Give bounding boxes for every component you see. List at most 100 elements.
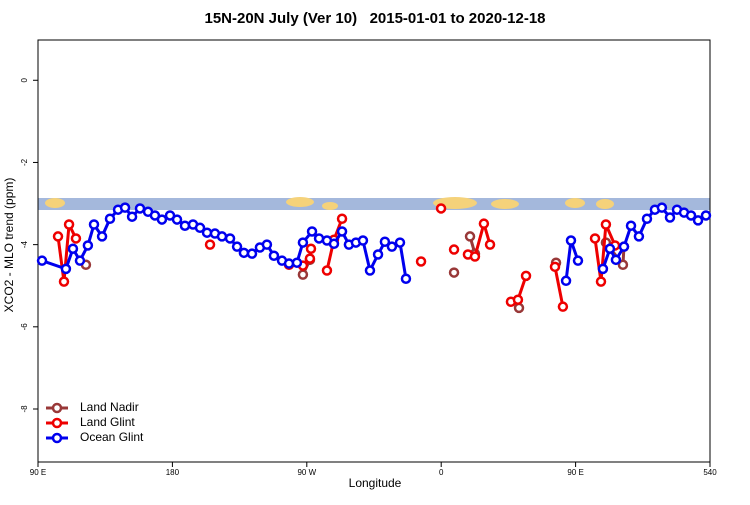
data-point	[156, 214, 168, 225]
data-point	[435, 203, 447, 214]
data-point	[618, 241, 630, 252]
legend-label: Land Nadir	[80, 400, 139, 414]
data-point	[448, 267, 460, 278]
data-point	[52, 231, 64, 242]
data-point	[357, 235, 369, 246]
data-point	[394, 237, 406, 248]
data-point	[216, 231, 228, 242]
data-point	[364, 265, 376, 276]
data-point	[297, 269, 309, 280]
data-point	[70, 233, 82, 244]
data-point	[134, 203, 146, 214]
data-point	[400, 273, 412, 284]
data-point	[469, 251, 481, 262]
data-point	[589, 233, 601, 244]
data-point	[82, 240, 94, 251]
data-point	[60, 263, 72, 275]
data-point	[58, 276, 70, 287]
data-point	[179, 220, 191, 231]
y-tick-label: -4	[20, 241, 29, 249]
data-point	[641, 213, 653, 224]
data-point	[692, 215, 704, 226]
data-point	[328, 238, 340, 250]
data-point	[513, 302, 525, 314]
data-point	[321, 265, 333, 276]
data-point	[549, 261, 561, 273]
data-point	[171, 214, 183, 225]
data-point	[617, 259, 629, 271]
data-point	[415, 256, 427, 267]
data-point	[572, 255, 584, 266]
data-point	[664, 212, 676, 223]
data-point	[372, 249, 384, 260]
y-tick-label: -6	[20, 323, 29, 331]
legend-label: Ocean Glint	[80, 430, 144, 444]
legend-marker	[51, 402, 63, 414]
y-axis-label: XCO2 - MLO trend (ppm)	[2, 178, 16, 313]
data-point	[700, 210, 712, 221]
x-tick-label: 90 W	[297, 468, 316, 477]
x-axis-label: Longitude	[349, 476, 402, 490]
data-point	[304, 253, 316, 264]
data-point	[597, 263, 609, 275]
x-tick-label: 90 E	[30, 468, 46, 477]
x-tick-label: 0	[439, 468, 444, 477]
data-point	[194, 222, 206, 234]
data-point	[478, 218, 490, 229]
data-point	[297, 237, 309, 248]
data-point	[238, 247, 250, 259]
data-point	[126, 211, 138, 222]
data-point	[231, 241, 243, 252]
data-point	[633, 231, 645, 242]
data-point	[464, 231, 476, 242]
legend-marker	[51, 432, 63, 444]
data-point	[306, 226, 318, 237]
data-point	[336, 213, 348, 224]
data-point	[204, 239, 216, 250]
data-point	[604, 243, 616, 254]
data-point	[625, 220, 637, 231]
data-point	[565, 235, 577, 246]
data-point	[88, 219, 100, 230]
data-point	[63, 219, 75, 230]
data-point	[104, 213, 116, 224]
plot-frame	[37, 39, 711, 463]
data-point	[224, 233, 236, 244]
data-point	[261, 239, 273, 250]
y-tick-label: -8	[20, 405, 29, 413]
data-point	[379, 236, 391, 248]
x-tick-label: 540	[703, 468, 717, 477]
data-point	[610, 254, 622, 266]
data-point	[600, 219, 612, 230]
series-line	[56, 218, 617, 307]
data-point	[520, 270, 532, 282]
data-point	[685, 210, 697, 221]
data-point	[336, 226, 348, 237]
chart-title: 15N-20N July (Ver 10) 2015-01-01 to 2020…	[204, 10, 545, 27]
data-point	[448, 244, 460, 255]
data-point	[291, 257, 303, 268]
data-point	[36, 255, 48, 266]
legend-marker	[51, 417, 63, 429]
data-point	[656, 202, 668, 213]
data-point	[557, 301, 569, 312]
data-point	[246, 248, 258, 259]
data-point	[67, 243, 79, 254]
data-point	[305, 243, 317, 254]
x-tick-label: 90 E	[567, 468, 583, 477]
y-tick-label: -2	[20, 158, 29, 166]
data-point	[512, 294, 524, 305]
data-point	[595, 276, 607, 287]
data-point	[74, 255, 86, 266]
data-point	[268, 250, 280, 261]
data-point	[560, 275, 572, 287]
map-strip	[38, 197, 710, 210]
y-tick-label: 0	[20, 77, 29, 82]
data-point	[96, 231, 108, 242]
legend-label: Land Glint	[80, 415, 135, 429]
data-point	[386, 241, 398, 252]
data-point	[119, 202, 131, 213]
data-point	[484, 239, 496, 250]
x-tick-label: 180	[166, 468, 180, 477]
